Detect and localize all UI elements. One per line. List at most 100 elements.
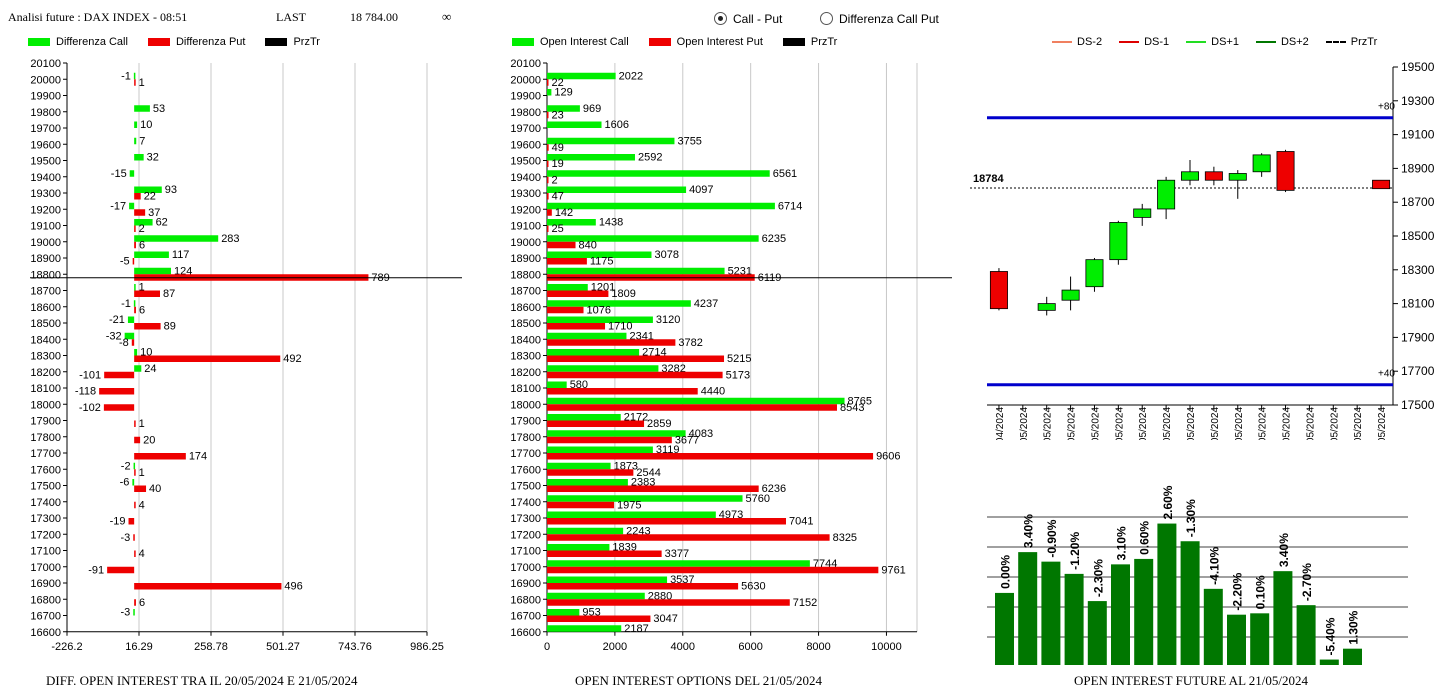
call-bar xyxy=(547,511,716,518)
legend-swatch-prztr xyxy=(265,38,288,46)
put-bar xyxy=(547,534,830,541)
bar-value-label: 8325 xyxy=(833,532,857,544)
y-tick-label: 16800 xyxy=(30,594,61,606)
bar-value-label: 1076 xyxy=(587,304,611,316)
bar-value-label: 1 xyxy=(139,282,145,294)
y-tick-label: 18900 xyxy=(510,253,541,265)
legend-line-ds+2 xyxy=(1255,41,1276,43)
bar-value-label: 4083 xyxy=(689,428,713,440)
put-bar xyxy=(134,79,136,86)
x-tick-label: 10/05/2024 xyxy=(1186,407,1197,440)
put-bar xyxy=(547,355,725,362)
oi-bar xyxy=(1018,552,1038,665)
bar-value-label: 283 xyxy=(221,233,239,245)
legend-swatch-put xyxy=(147,38,170,46)
legend-label: Open Interest Call xyxy=(540,36,629,48)
call-bar xyxy=(124,332,135,340)
put-bar xyxy=(547,79,549,86)
bar-value-label: 6 xyxy=(139,239,145,251)
radio-call-put[interactable]: Call - Put xyxy=(714,12,782,26)
y-tick-label: 17300 xyxy=(30,513,61,525)
put-bar xyxy=(134,501,136,509)
y-tick-label: 19600 xyxy=(30,139,61,151)
call-bar xyxy=(547,544,610,551)
call-bar xyxy=(547,576,668,583)
y-tick-label: 17500 xyxy=(30,481,61,493)
put-bar xyxy=(134,306,136,314)
put-bar xyxy=(104,371,135,379)
y-tick-label: 19300 xyxy=(30,188,61,200)
put-bar xyxy=(547,323,606,330)
legend-label: DS-1 xyxy=(1144,36,1170,48)
call-bar xyxy=(547,527,624,535)
y-tick-label: 17500 xyxy=(510,481,541,493)
call-bar xyxy=(547,170,770,177)
put-bar xyxy=(547,193,549,200)
x-tick-label: 8000 xyxy=(806,641,830,653)
y-tick-label: 18400 xyxy=(30,334,61,346)
candle-up xyxy=(1061,289,1080,301)
oi-bar-label: -2.30% xyxy=(1091,559,1105,597)
put-bar xyxy=(134,453,186,460)
bar-value-label: 47 xyxy=(552,191,564,203)
oi-bar-label: -5.40% xyxy=(1323,617,1337,655)
x-tick-label: 06/05/2024 xyxy=(1090,407,1101,440)
oi-bar xyxy=(1319,659,1339,665)
radio-diff-label: Differenza Call Put xyxy=(839,12,939,26)
call-bar xyxy=(547,316,653,323)
y-tick-label: 18200 xyxy=(510,367,541,379)
oi-bar-label: 3.40% xyxy=(1277,533,1291,567)
y-tick-label: 17700 xyxy=(1401,364,1435,378)
x-tick-label: 13/05/2024 xyxy=(1210,407,1221,440)
call-bar xyxy=(547,560,810,567)
y-tick-label: 18200 xyxy=(30,367,61,379)
put-bar xyxy=(134,583,282,590)
call-bar xyxy=(547,186,687,193)
bar-value-label: 22 xyxy=(144,191,156,203)
call-bar xyxy=(547,219,596,226)
y-tick-label: 19100 xyxy=(1401,128,1435,142)
y-tick-label: 17100 xyxy=(30,546,61,558)
call-bar xyxy=(134,186,162,193)
oi-bar-label: -1.30% xyxy=(1184,499,1198,537)
put-bar xyxy=(547,160,549,167)
bar-value-label: 6235 xyxy=(762,233,786,245)
x-tick-label: 14/05/2024 xyxy=(1234,407,1245,440)
oi-bar-label: -0.90% xyxy=(1045,519,1059,557)
bar-value-label: 2 xyxy=(552,174,558,186)
put-bar xyxy=(547,388,698,395)
bar-value-label: 22 xyxy=(552,77,564,89)
y-tick-label: 16600 xyxy=(30,627,61,639)
bar-value-label: 9761 xyxy=(881,564,905,576)
call-bar xyxy=(134,219,153,226)
bar-value-label: 3782 xyxy=(678,337,702,349)
put-bar xyxy=(134,209,146,216)
put-bar xyxy=(547,453,874,460)
bar-value-label: 117 xyxy=(172,249,190,261)
put-bar xyxy=(547,225,549,232)
put-bar xyxy=(547,258,587,265)
x-tick-label: 21/05/2024 xyxy=(1353,407,1364,440)
y-tick-label: 18100 xyxy=(1401,297,1435,311)
put-bar xyxy=(547,550,662,557)
bar-value-label: 969 xyxy=(583,103,601,115)
bar-value-label: 2859 xyxy=(647,418,671,430)
bar-value-label: 3078 xyxy=(654,249,678,261)
radio-diff-call-put[interactable]: Differenza Call Put xyxy=(820,12,939,26)
bar-value-label: 4237 xyxy=(694,298,718,310)
y-tick-label: 20100 xyxy=(510,58,541,70)
last-label: LAST xyxy=(276,10,306,24)
call-bar xyxy=(547,89,552,96)
bar-value-label: -101 xyxy=(79,369,101,381)
bar-value-label: 6236 xyxy=(762,483,786,495)
legend-middle: Open Interest Call Open Interest Put Prz… xyxy=(512,36,837,48)
bar-value-label: 3677 xyxy=(675,434,699,446)
call-bar xyxy=(547,121,602,128)
oi-bar xyxy=(1343,648,1362,665)
bar-value-label: -1 xyxy=(121,298,131,310)
call-bar xyxy=(133,300,136,307)
legend-label: PrzTr xyxy=(1350,36,1378,48)
bar-value-label: 89 xyxy=(164,321,176,333)
put-bar xyxy=(132,258,135,265)
oi-bar-label: 0.10% xyxy=(1254,575,1268,609)
